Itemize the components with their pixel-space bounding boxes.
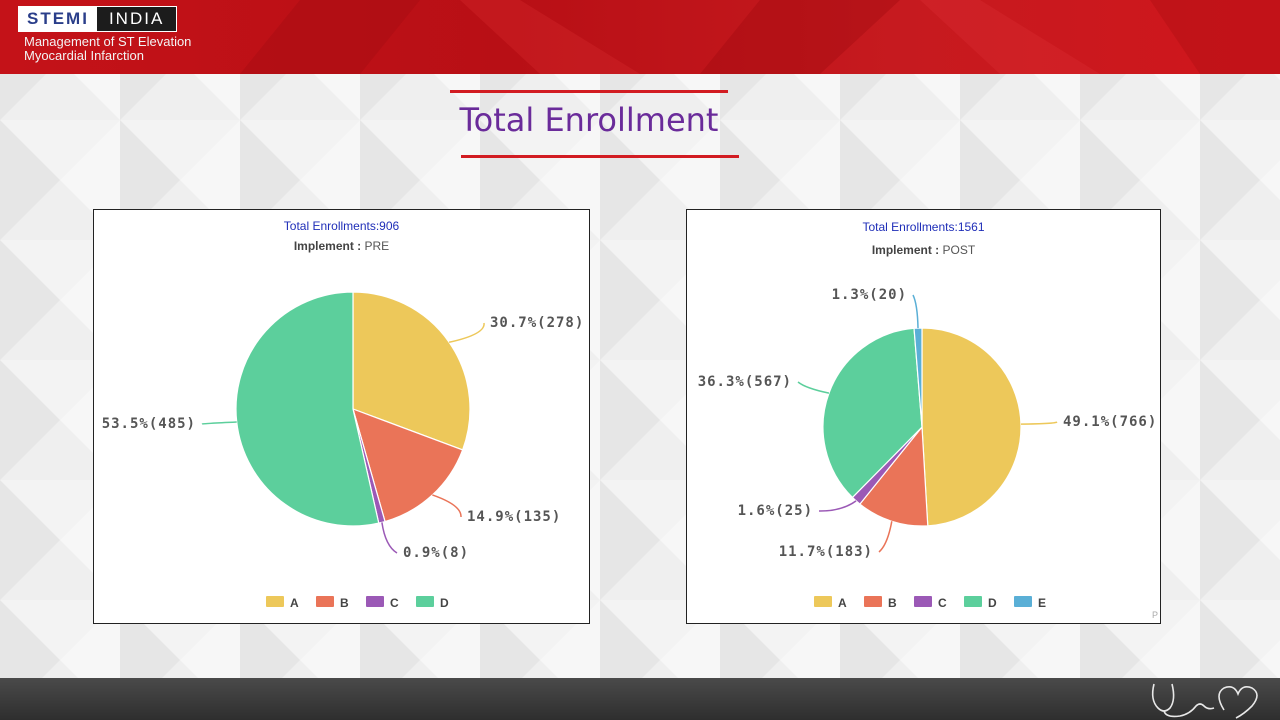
data-label-e: 1.3%(20) [832, 287, 907, 303]
legend-label-a[interactable]: A [838, 596, 847, 610]
footer-bar [0, 678, 1280, 720]
pre-subtitle-key: Implement : [293, 239, 362, 253]
data-label-b: 11.7%(183) [779, 544, 873, 560]
post-subtitle-key: Implement : [871, 243, 940, 257]
legend-swatch-c[interactable] [366, 596, 384, 607]
leader-line-e [912, 294, 919, 329]
legend-label-d[interactable]: D [440, 596, 449, 610]
header-bar: STEMI INDIA Management of ST Elevation M… [0, 0, 1280, 74]
title-top-rule [450, 90, 728, 93]
legend-swatch-c[interactable] [914, 596, 932, 607]
data-label-d: 36.3%(567) [698, 374, 792, 390]
post-pie-chart: 49.1%(766) 11.7%(183) 1.6%(25) 36.3%(567) 1.… [698, 287, 1157, 610]
logo-left-text: STEMI [19, 7, 97, 31]
legend-label-c[interactable]: C [938, 596, 947, 610]
pre-chart-title: Total Enrollments:906 [283, 219, 400, 233]
leader-line-d [797, 381, 830, 394]
pre-chart-subtitle: Implement : PRE [94, 239, 589, 253]
legend-swatch-a[interactable] [266, 596, 284, 607]
pie-slice-b [352, 408, 464, 523]
legend-swatch-b[interactable] [316, 596, 334, 607]
leader-line-a [448, 322, 485, 344]
slide-title: Total Enrollment [459, 101, 719, 139]
leader-line-c [381, 522, 398, 554]
pie-slice-d [235, 291, 380, 527]
tagline: Management of ST Elevation Myocardial In… [24, 35, 264, 63]
leader-line-a [1020, 421, 1058, 425]
pre-subtitle-value: PRE [364, 239, 390, 253]
logo-right-text: INDIA [96, 7, 177, 31]
leader-line-c [818, 500, 857, 512]
data-label-b: 14.9%(135) [467, 509, 561, 525]
title-bottom-rule [461, 155, 739, 158]
post-chart-panel: 49.1%(766) 11.7%(183) 1.6%(25) 36.3%(567) 1.… [686, 209, 1161, 624]
pie-slice-a [921, 327, 1022, 527]
data-label-c: 1.6%(25) [738, 503, 813, 519]
data-label-a: 49.1%(766) [1063, 414, 1157, 430]
post-subtitle-value: POST [942, 243, 976, 257]
legend-label-a[interactable]: A [290, 596, 299, 610]
legend-swatch-e[interactable] [1014, 596, 1032, 607]
legend-swatch-d[interactable] [964, 596, 982, 607]
stethoscope-heart-icon [1151, 683, 1258, 719]
tagline-line-2: Myocardial Infarction [24, 48, 144, 63]
legend-label-b[interactable]: B [340, 596, 349, 610]
data-label-a: 30.7%(278) [490, 315, 584, 331]
data-label-d: 53.5%(485) [102, 416, 196, 432]
tagline-line-1: Management of ST Elevation [24, 34, 192, 49]
legend-label-c[interactable]: C [390, 596, 399, 610]
legend-label-d[interactable]: D [988, 596, 997, 610]
stemi-india-logo: STEMI INDIA [18, 6, 178, 32]
legend-swatch-b[interactable] [864, 596, 882, 607]
header-decoration [240, 0, 1280, 74]
leader-line-d [201, 421, 237, 425]
legend-swatch-a[interactable] [814, 596, 832, 607]
legend-label-e[interactable]: E [1038, 596, 1046, 610]
post-chart-subtitle: Implement : POST [687, 243, 1160, 257]
pre-pie-chart: 30.7%(278) 14.9%(135) 0.9%(8) 53.5%(485) A B C… [102, 291, 584, 610]
leader-line-b [432, 494, 462, 518]
pie-slice-e [913, 327, 923, 428]
pie-slice-b [859, 425, 929, 527]
pre-chart-panel: 30.7%(278) 14.9%(135) 0.9%(8) 53.5%(485) A B C… [93, 209, 590, 624]
legend-label-b[interactable]: B [888, 596, 897, 610]
pie-slice-d [822, 327, 923, 499]
leader-line-b [878, 521, 893, 553]
legend-swatch-d[interactable] [416, 596, 434, 607]
post-chart-title: Total Enrollments:1561 [862, 220, 985, 234]
data-label-c: 0.9%(8) [403, 545, 469, 561]
corner-mark: P [1152, 610, 1159, 620]
